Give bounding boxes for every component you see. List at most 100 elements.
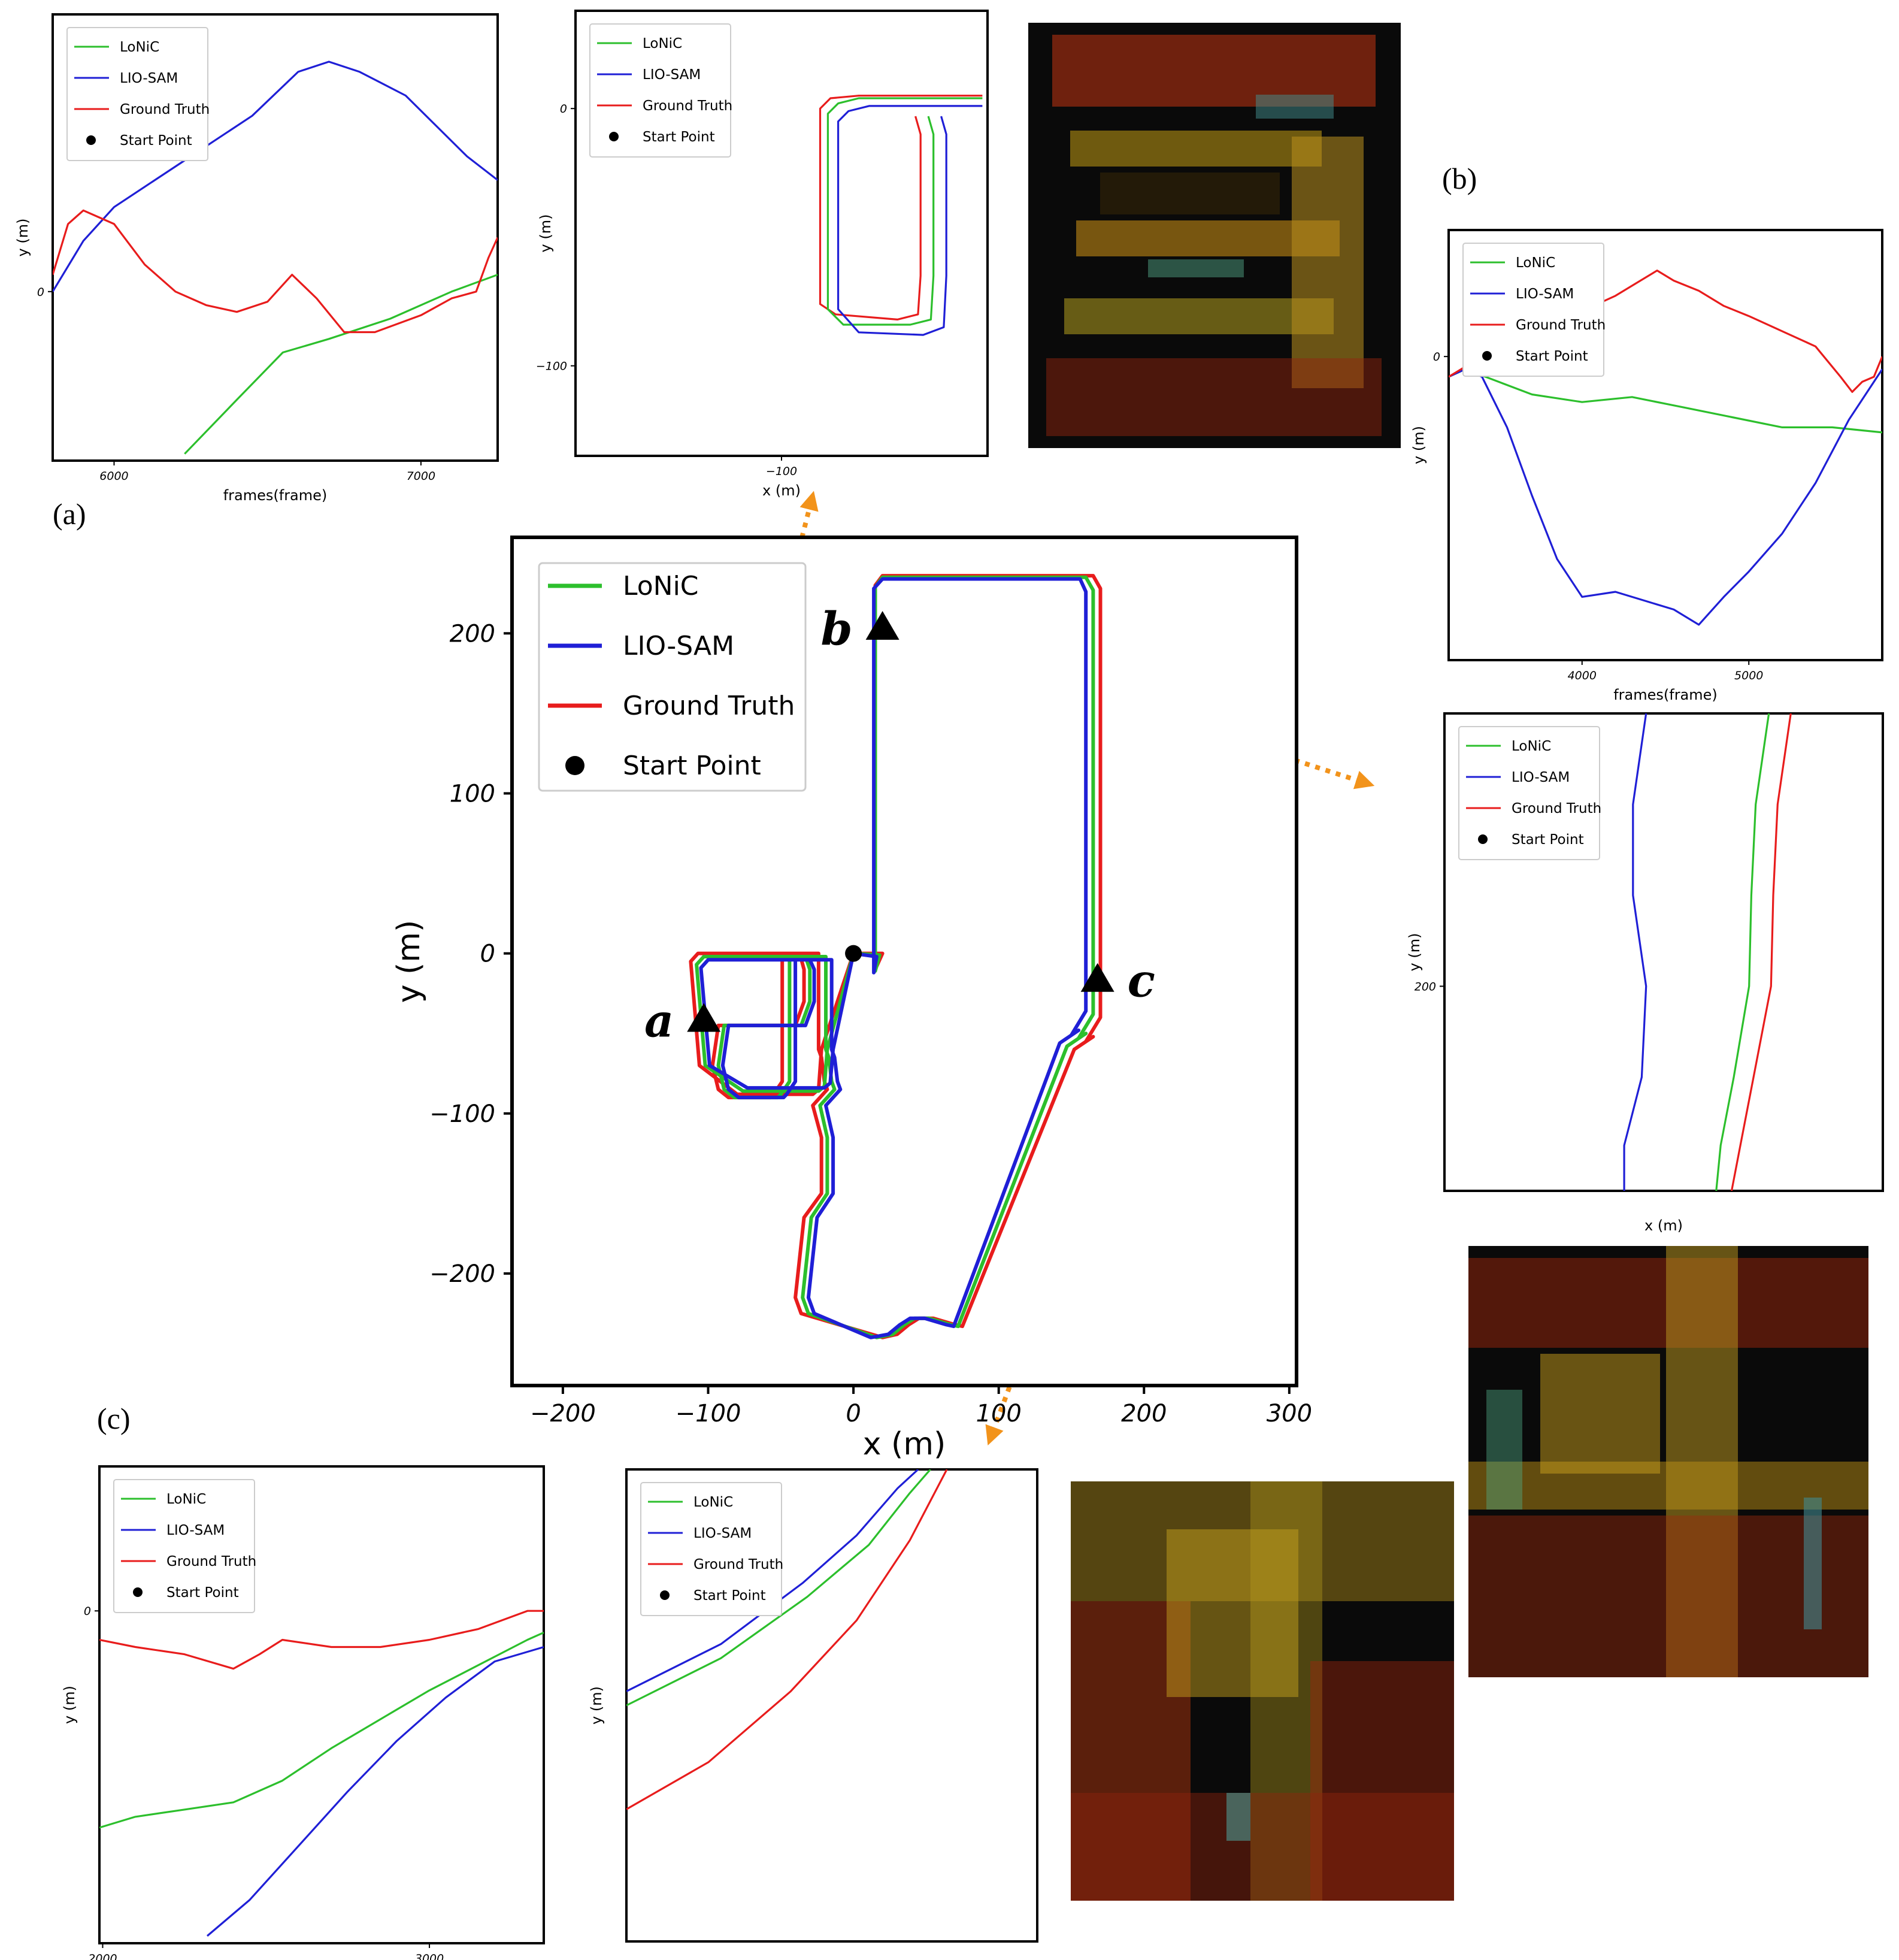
marker-label-b: b <box>820 602 852 655</box>
a-time-ytick-label: 0 <box>37 286 44 299</box>
main-xtick-label: 200 <box>1121 1400 1167 1427</box>
b-xy-ylabel: y (m) <box>1406 933 1423 972</box>
chart-b-time: 4000 5000 0 frames(frame) y (m) LoNiC LIO-SAM G… <box>1410 229 1883 703</box>
b-time-legend-item: Ground Truth <box>1516 317 1606 333</box>
c-xy-legend-item: LIO-SAM <box>693 1526 752 1541</box>
main-series-lines <box>689 574 1103 1339</box>
a-xy-xtick-label: −100 <box>766 465 797 478</box>
b-xy-series-ground-truth <box>1730 713 1792 1191</box>
c-time-xtick-label: 3000 <box>415 1952 444 1960</box>
point-cloud-map-b <box>1468 1246 1868 1677</box>
b-xy-legend-item: LoNiC <box>1512 739 1551 754</box>
main-legend-lonic: LoNiC <box>623 571 699 601</box>
c-xy-series-lio-sam <box>626 1469 919 1692</box>
b-time-legend-item: Start Point <box>1516 349 1588 364</box>
a-time-xlabel: frames(frame) <box>223 487 328 504</box>
b-time-legend: LoNiC LIO-SAM Ground Truth Start Point <box>1462 243 1606 377</box>
c-time-legend-item: LoNiC <box>166 1492 206 1507</box>
main-legend: LoNiC LIO-SAM Ground Truth Start Point <box>538 562 807 792</box>
a-time-legend-item: Ground Truth <box>120 102 210 117</box>
b-time-xtick-label: 4000 <box>1568 669 1597 682</box>
main-xtick-label: 0 <box>846 1400 861 1427</box>
main-xtick-label: −100 <box>676 1400 741 1427</box>
b-time-legend-item: LoNiC <box>1516 255 1555 271</box>
a-xy-legend-item: LIO-SAM <box>643 67 701 83</box>
a-time-lines <box>53 61 498 455</box>
c-xy-legend-item: LoNiC <box>693 1495 733 1510</box>
b-time-ytick-label: 0 <box>1433 350 1440 364</box>
a-xy-legend-item: Ground Truth <box>643 98 732 114</box>
c-time-lines <box>99 1610 544 1937</box>
a-time-series-ground-truth <box>53 209 498 334</box>
point-cloud-map-c <box>1071 1481 1454 1901</box>
a-time-legend-item: LoNiC <box>120 40 159 55</box>
main-ytick-label: −100 <box>429 1100 495 1128</box>
main-ytick-label: 100 <box>450 780 495 807</box>
main-xtick-label: −200 <box>530 1400 596 1427</box>
b-xy-legend-item: Ground Truth <box>1512 801 1601 816</box>
c-xy-legend-item: Start Point <box>693 1588 766 1604</box>
b-time-legend-item: LIO-SAM <box>1516 286 1574 302</box>
b-xy-xlabel: x (m) <box>1644 1217 1683 1234</box>
c-time-legend-item: Start Point <box>166 1585 239 1601</box>
a-xy-series-lio-sam <box>837 105 983 336</box>
a-time-ylabel: y (m) <box>14 219 31 257</box>
marker-label-a: a <box>644 994 674 1048</box>
marker-triangle-c <box>1080 963 1114 992</box>
c-time-ylabel: y (m) <box>61 1686 78 1724</box>
marker-triangle-b <box>865 610 899 640</box>
a-time-legend-item: Start Point <box>120 133 192 149</box>
b-time-series-lio-sam <box>1449 368 1882 626</box>
a-xy-ytick-label: 0 <box>560 102 567 116</box>
b-xy-series-lonic <box>1715 713 1770 1191</box>
c-xy-series-ground-truth <box>626 1469 948 1810</box>
b-time-series-lonic <box>1449 368 1882 434</box>
a-xy-ylabel: y (m) <box>537 214 554 253</box>
b-xy-legend-item: Start Point <box>1512 832 1584 848</box>
point-cloud-map-a <box>1028 23 1401 448</box>
marker-label-c: c <box>1128 954 1155 1008</box>
main-series-lio-sam <box>699 577 1088 1339</box>
a-xy-legend-item: LoNiC <box>643 36 682 52</box>
b-time-xtick-label: 5000 <box>1734 669 1763 682</box>
main-legend-liosam: LIO-SAM <box>623 631 734 661</box>
a-time-legend: LoNiC LIO-SAM Ground Truth Start Point <box>66 27 210 161</box>
c-xy-legend-item: Ground Truth <box>693 1557 783 1572</box>
a-xy-lines <box>819 95 983 336</box>
c-xy-ylabel: y (m) <box>588 1686 605 1725</box>
panel-label-a: (a) <box>53 497 86 531</box>
chart-b-xy: 200 x (m) y (m) LoNiC LIO-SAM Ground Truth Sta… <box>1406 712 1884 1234</box>
c-time-legend-item: Ground Truth <box>166 1554 256 1569</box>
b-time-ylabel: y (m) <box>1410 426 1427 464</box>
b-xy-lines <box>1623 713 1792 1191</box>
a-xy-legend-item: Start Point <box>643 129 715 145</box>
b-xy-legend-item: LIO-SAM <box>1512 770 1570 785</box>
a-xy-legend: LoNiC LIO-SAM Ground Truth Start Point <box>589 23 732 158</box>
main-legend-start: Start Point <box>623 751 761 781</box>
main-xlabel: x (m) <box>863 1426 946 1462</box>
b-xy-series-lio-sam <box>1623 713 1647 1191</box>
main-ylabel: y (m) <box>391 920 427 1003</box>
a-xy-series-lonic <box>826 97 983 326</box>
b-time-xlabel: frames(frame) <box>1613 686 1718 703</box>
main-ytick-label: 0 <box>480 940 495 968</box>
main-ytick-label: −200 <box>429 1260 495 1288</box>
chart-c-time: 200030000frames(frame)y (m)LoNiCLIO-SAMG… <box>61 1465 545 1960</box>
c-time-xtick-label: 2000 <box>88 1952 117 1960</box>
a-time-xtick-label: 6000 <box>99 470 128 483</box>
a-xy-series-ground-truth <box>819 95 983 321</box>
main-markers: a b c <box>644 602 1155 1048</box>
main-xtick-label: 100 <box>976 1400 1022 1427</box>
c-time-series-lio-sam <box>206 1646 544 1937</box>
chart-a-xy: −100 0 −100 x (m) y (m) LoNiC LIO-SAM Ground Tr… <box>536 10 989 499</box>
panel-label-c: (c) <box>97 1402 131 1435</box>
panel-label-b: (b) <box>1442 162 1477 195</box>
a-time-series-lio-sam <box>53 61 498 292</box>
c-time-ytick-label: 0 <box>84 1605 91 1618</box>
chart-a-time: 6000 7000 0 frames(frame) y (m) LoNiC LIO-SAM G… <box>14 13 499 504</box>
c-xy-legend: LoNiC LIO-SAM Ground Truth Start Point <box>640 1482 783 1616</box>
c-time-legend-item: LIO-SAM <box>166 1523 225 1538</box>
c-time-series-lonic <box>99 1631 544 1829</box>
